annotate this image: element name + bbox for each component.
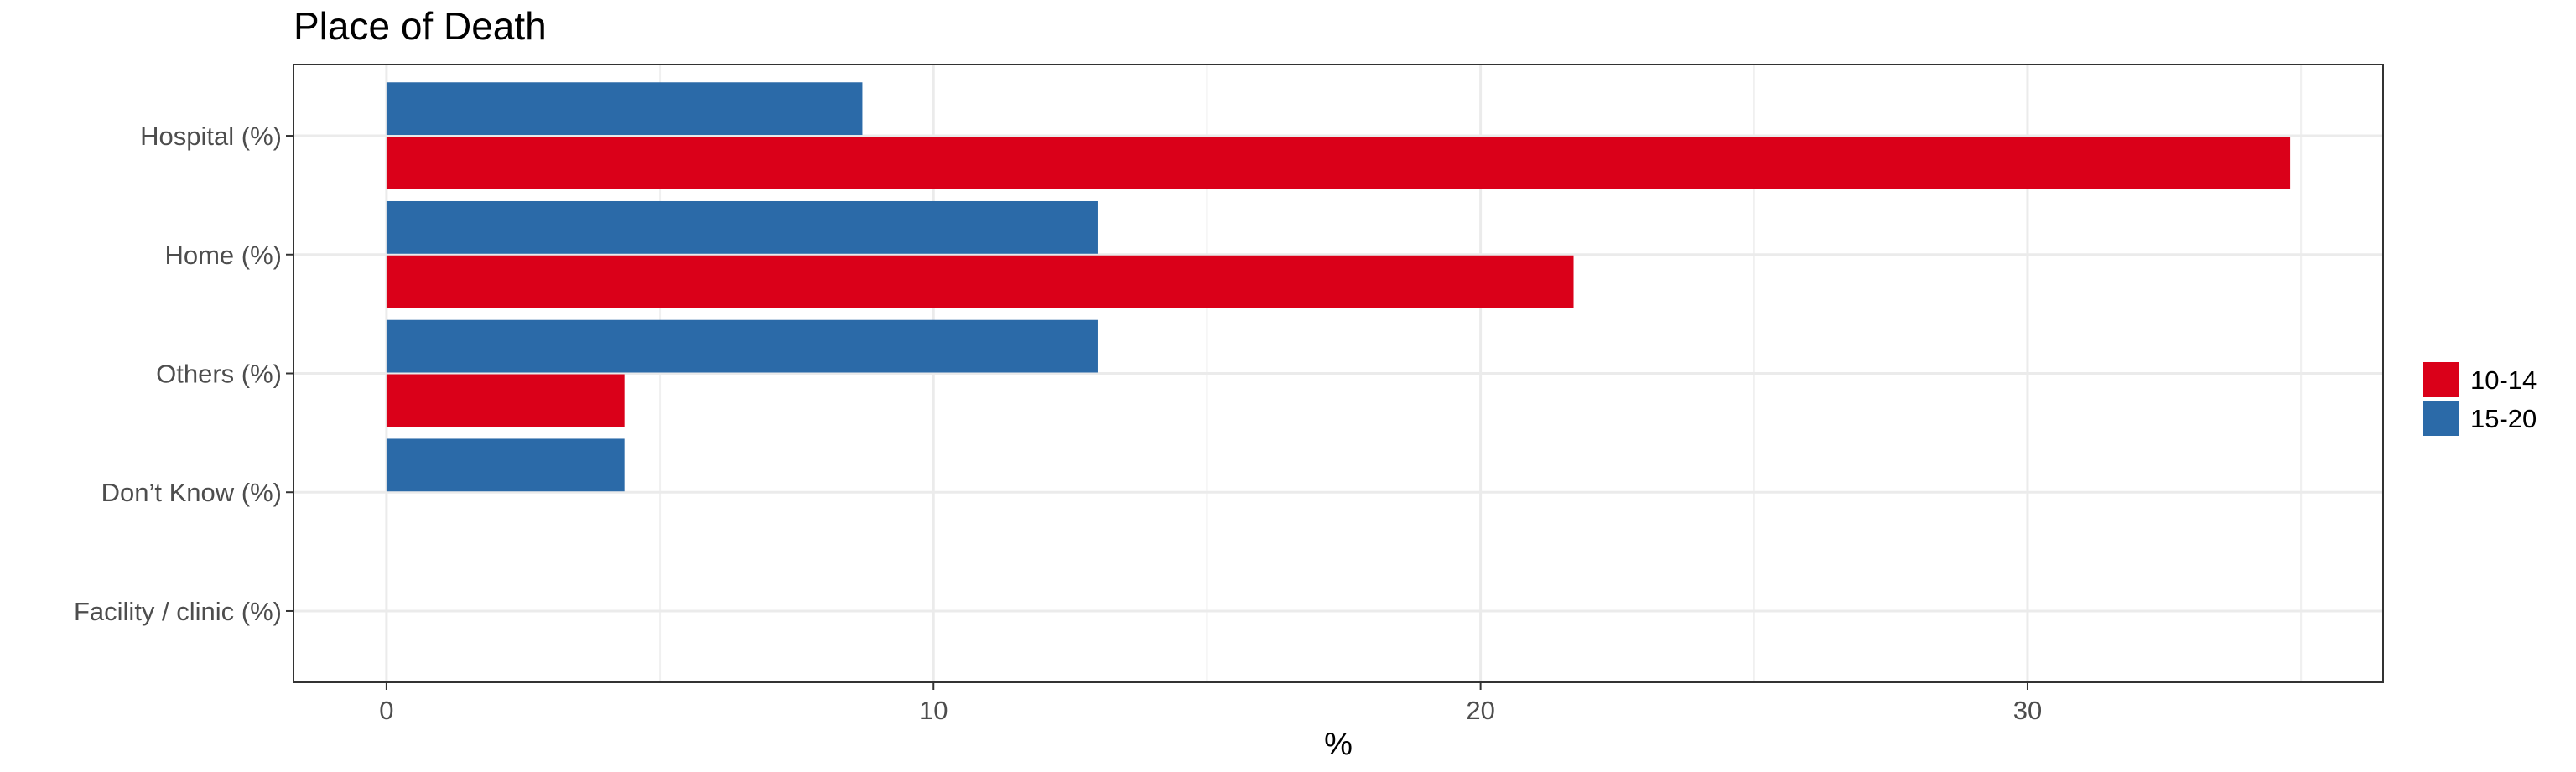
y-tick-label: Others (%) bbox=[156, 360, 282, 389]
y-tick-label: Facility / clinic (%) bbox=[74, 597, 282, 626]
bars bbox=[386, 82, 2291, 492]
bar-10-14 bbox=[386, 255, 1574, 308]
bar-10-14 bbox=[386, 137, 2291, 189]
y-axis: Hospital (%) Home (%) Others (%) Don’t Know… bbox=[74, 122, 293, 626]
bar-10-14 bbox=[386, 374, 625, 427]
y-tick-label: Home (%) bbox=[164, 241, 282, 270]
x-tick-label: 0 bbox=[379, 696, 393, 725]
chart-title: Place of Death bbox=[293, 4, 547, 48]
legend-key-15-20 bbox=[2423, 401, 2459, 436]
bar-15-20 bbox=[386, 438, 625, 492]
x-axis: 0 10 20 30 bbox=[379, 682, 2042, 725]
bar-15-20 bbox=[386, 82, 863, 136]
legend-label-10-14: 10-14 bbox=[2470, 365, 2537, 395]
x-axis-title: % bbox=[1324, 727, 1353, 762]
legend-key-10-14 bbox=[2423, 362, 2459, 397]
x-tick-label: 10 bbox=[919, 696, 948, 725]
legend: 10-14 15-20 bbox=[2423, 362, 2537, 436]
x-tick-label: 30 bbox=[2013, 696, 2042, 725]
bar-15-20 bbox=[386, 319, 1098, 373]
y-tick-label: Hospital (%) bbox=[140, 122, 282, 151]
legend-label-15-20: 15-20 bbox=[2470, 404, 2537, 433]
y-tick-label: Don’t Know (%) bbox=[101, 478, 282, 507]
x-tick-label: 20 bbox=[1466, 696, 1494, 725]
bar-15-20 bbox=[386, 200, 1098, 254]
